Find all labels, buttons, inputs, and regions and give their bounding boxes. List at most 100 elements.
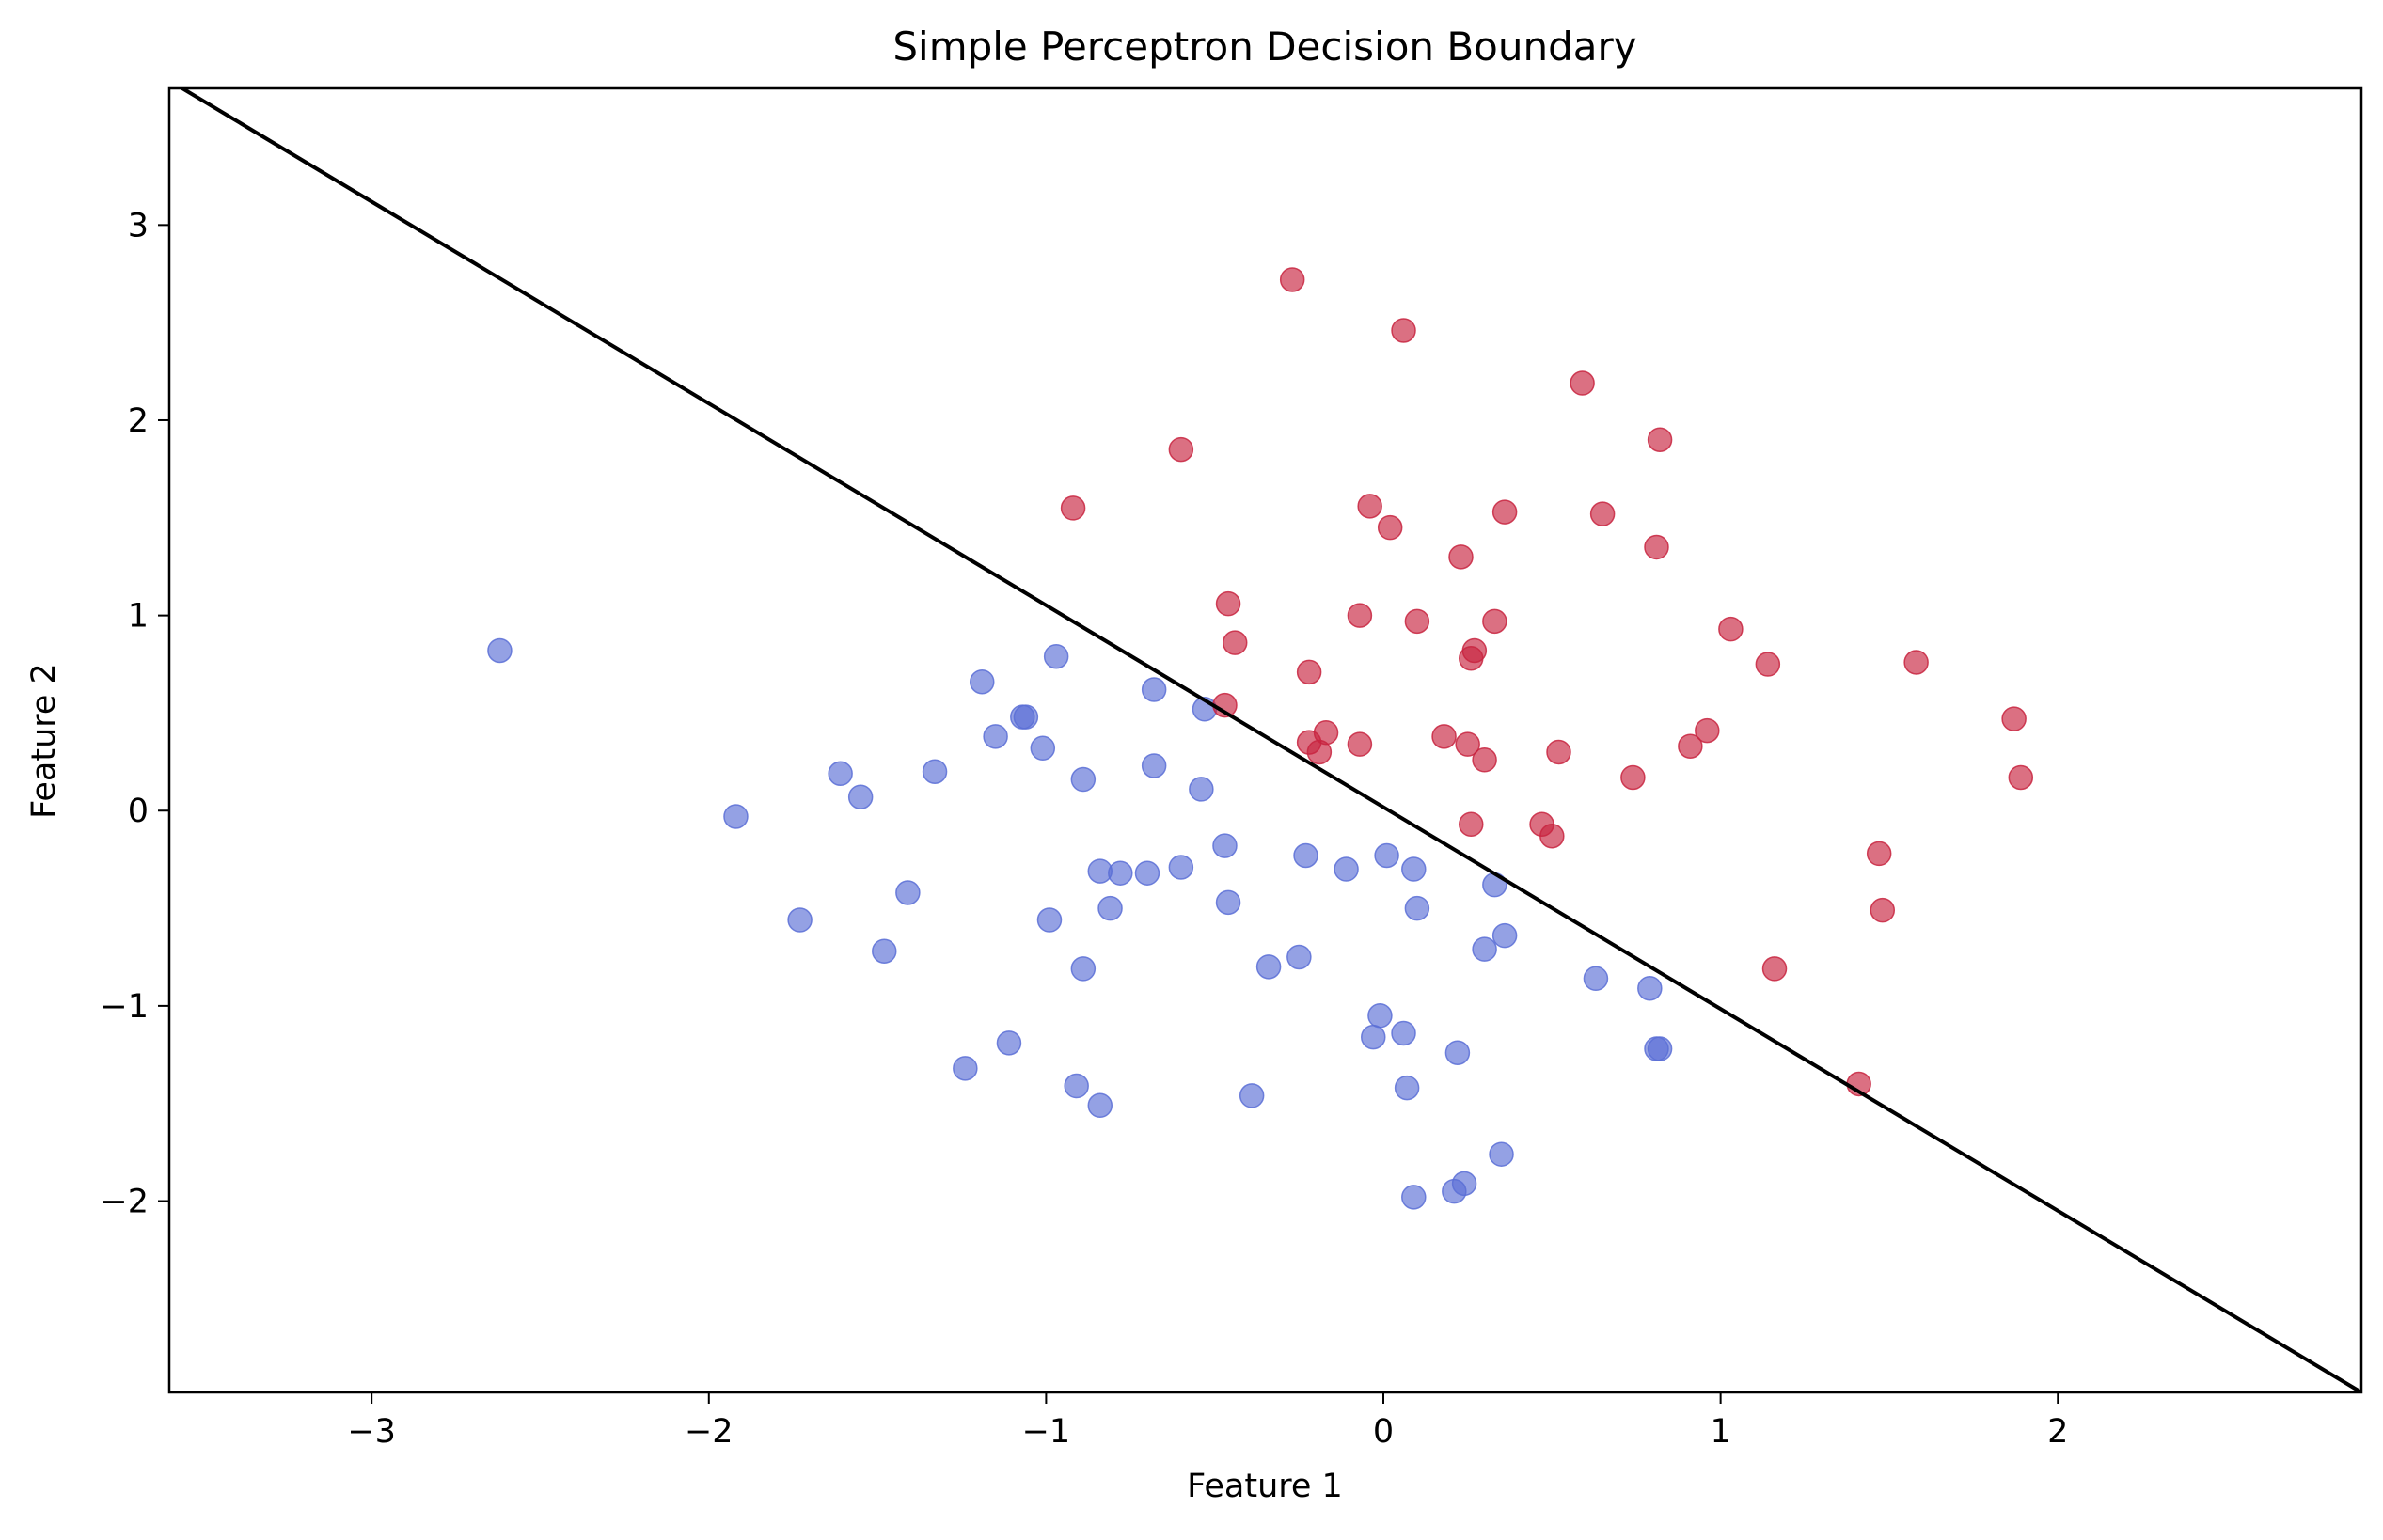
x-tick-label-1: −2 [685,1413,734,1451]
boundary-layer [178,88,2361,1392]
point-class-0-33 [1255,954,1282,980]
point-class-0-16 [1043,643,1069,669]
point-class-0-40 [1391,1020,1416,1046]
point-class-0-47 [1451,1171,1477,1197]
point-class-0-24 [1134,860,1160,886]
point-class-0-8 [953,1056,978,1081]
point-class-0-21 [1087,1092,1113,1119]
point-class-0-26 [1141,753,1167,778]
chart-title: Simple Perceptron Decision Boundary [892,24,1636,70]
point-class-1-40 [1866,841,1892,867]
point-class-1-27 [1431,724,1457,749]
point-class-0-51 [1491,922,1518,949]
point-class-0-1 [723,804,749,829]
point-class-1-22 [1296,659,1322,685]
x-tick-label-5: 2 [2047,1413,2068,1451]
point-class-0-36 [1334,856,1359,882]
point-class-1-21 [1903,650,1929,675]
decision-boundary-line [178,88,2361,1392]
y-tick-label-1: −1 [100,988,149,1026]
point-class-0-38 [1367,1003,1393,1029]
point-class-0-43 [1404,895,1430,921]
point-class-0-44 [1401,1185,1427,1210]
point-class-1-16 [1718,616,1744,642]
point-class-1-5 [1060,495,1086,521]
point-class-1-20 [1755,652,1781,677]
point-class-1-0 [1279,267,1305,292]
point-class-1-33 [1546,739,1571,765]
point-class-1-42 [1761,956,1788,982]
point-class-1-2 [1570,370,1595,396]
y-tick-label-0: −2 [100,1184,149,1221]
point-class-1-34 [1472,747,1497,773]
point-class-1-1 [1391,318,1416,343]
point-class-0-31 [1215,889,1241,916]
y-tick-label-5: 3 [128,207,149,244]
point-class-1-35 [1620,764,1646,791]
point-class-0-23 [1108,860,1133,886]
point-class-1-29 [1347,731,1373,757]
point-class-1-11 [1448,544,1474,570]
point-class-1-39 [1539,823,1565,849]
point-class-0-10 [983,724,1008,749]
point-class-1-19 [1459,646,1484,671]
point-class-0-42 [1401,856,1427,882]
point-class-0-25 [1141,677,1167,702]
point-class-1-7 [1491,499,1518,525]
point-class-0-19 [1070,956,1097,982]
point-class-0-11 [996,1030,1022,1056]
point-class-0-7 [922,759,948,784]
x-tick-label-2: −1 [1022,1413,1071,1451]
point-class-0-27 [1168,855,1194,880]
point-class-1-12 [1215,590,1241,617]
point-class-0-46 [1444,1040,1471,1065]
point-class-1-37 [1459,811,1484,838]
point-class-0-50 [1489,1141,1514,1167]
point-class-0-15 [1036,907,1063,933]
point-class-1-24 [2001,706,2027,731]
point-class-0-6 [895,880,921,905]
point-class-0-14 [1030,735,1056,762]
point-class-0-53 [1637,975,1663,1001]
point-class-1-32 [1306,739,1333,765]
point-class-0-3 [828,761,853,787]
point-class-1-31 [1678,733,1703,759]
point-class-0-35 [1293,842,1318,869]
point-class-0-30 [1212,833,1238,858]
point-class-1-6 [1357,494,1382,519]
point-class-1-17 [1222,630,1248,655]
point-class-0-34 [1286,944,1312,970]
point-class-0-0 [487,637,513,664]
point-class-1-41 [1870,897,1896,923]
point-class-0-55 [1647,1036,1673,1061]
point-class-0-28 [1189,777,1214,802]
point-class-0-22 [1097,895,1123,921]
point-class-1-30 [1455,731,1480,757]
x-tick-label-0: −3 [347,1413,396,1451]
point-class-1-10 [1644,534,1669,560]
point-class-0-18 [1070,766,1097,793]
plot-frame [167,86,2363,1394]
point-class-1-3 [1647,427,1673,452]
point-class-0-41 [1394,1075,1420,1101]
point-class-1-14 [1404,608,1430,635]
y-tick-label-2: 0 [128,793,149,830]
data-points [487,267,2034,1210]
point-class-0-9 [970,668,995,695]
y-tick-label-3: 1 [128,598,149,636]
point-class-1-9 [1377,514,1403,541]
point-class-0-52 [1583,966,1609,992]
x-tick-label-4: 1 [1710,1413,1730,1451]
point-class-0-39 [1374,842,1399,869]
point-class-0-17 [1064,1073,1089,1099]
point-class-1-36 [2008,764,2034,791]
y-axis-label: Feature 2 [25,663,63,819]
x-axis-ticks: −3 −2 −1 0 1 2 [347,1392,2068,1451]
x-tick-label-3: 0 [1373,1413,1394,1451]
point-class-1-13 [1347,603,1373,628]
y-tick-label-4: 2 [128,402,149,440]
x-axis-label: Feature 1 [1187,1468,1343,1505]
